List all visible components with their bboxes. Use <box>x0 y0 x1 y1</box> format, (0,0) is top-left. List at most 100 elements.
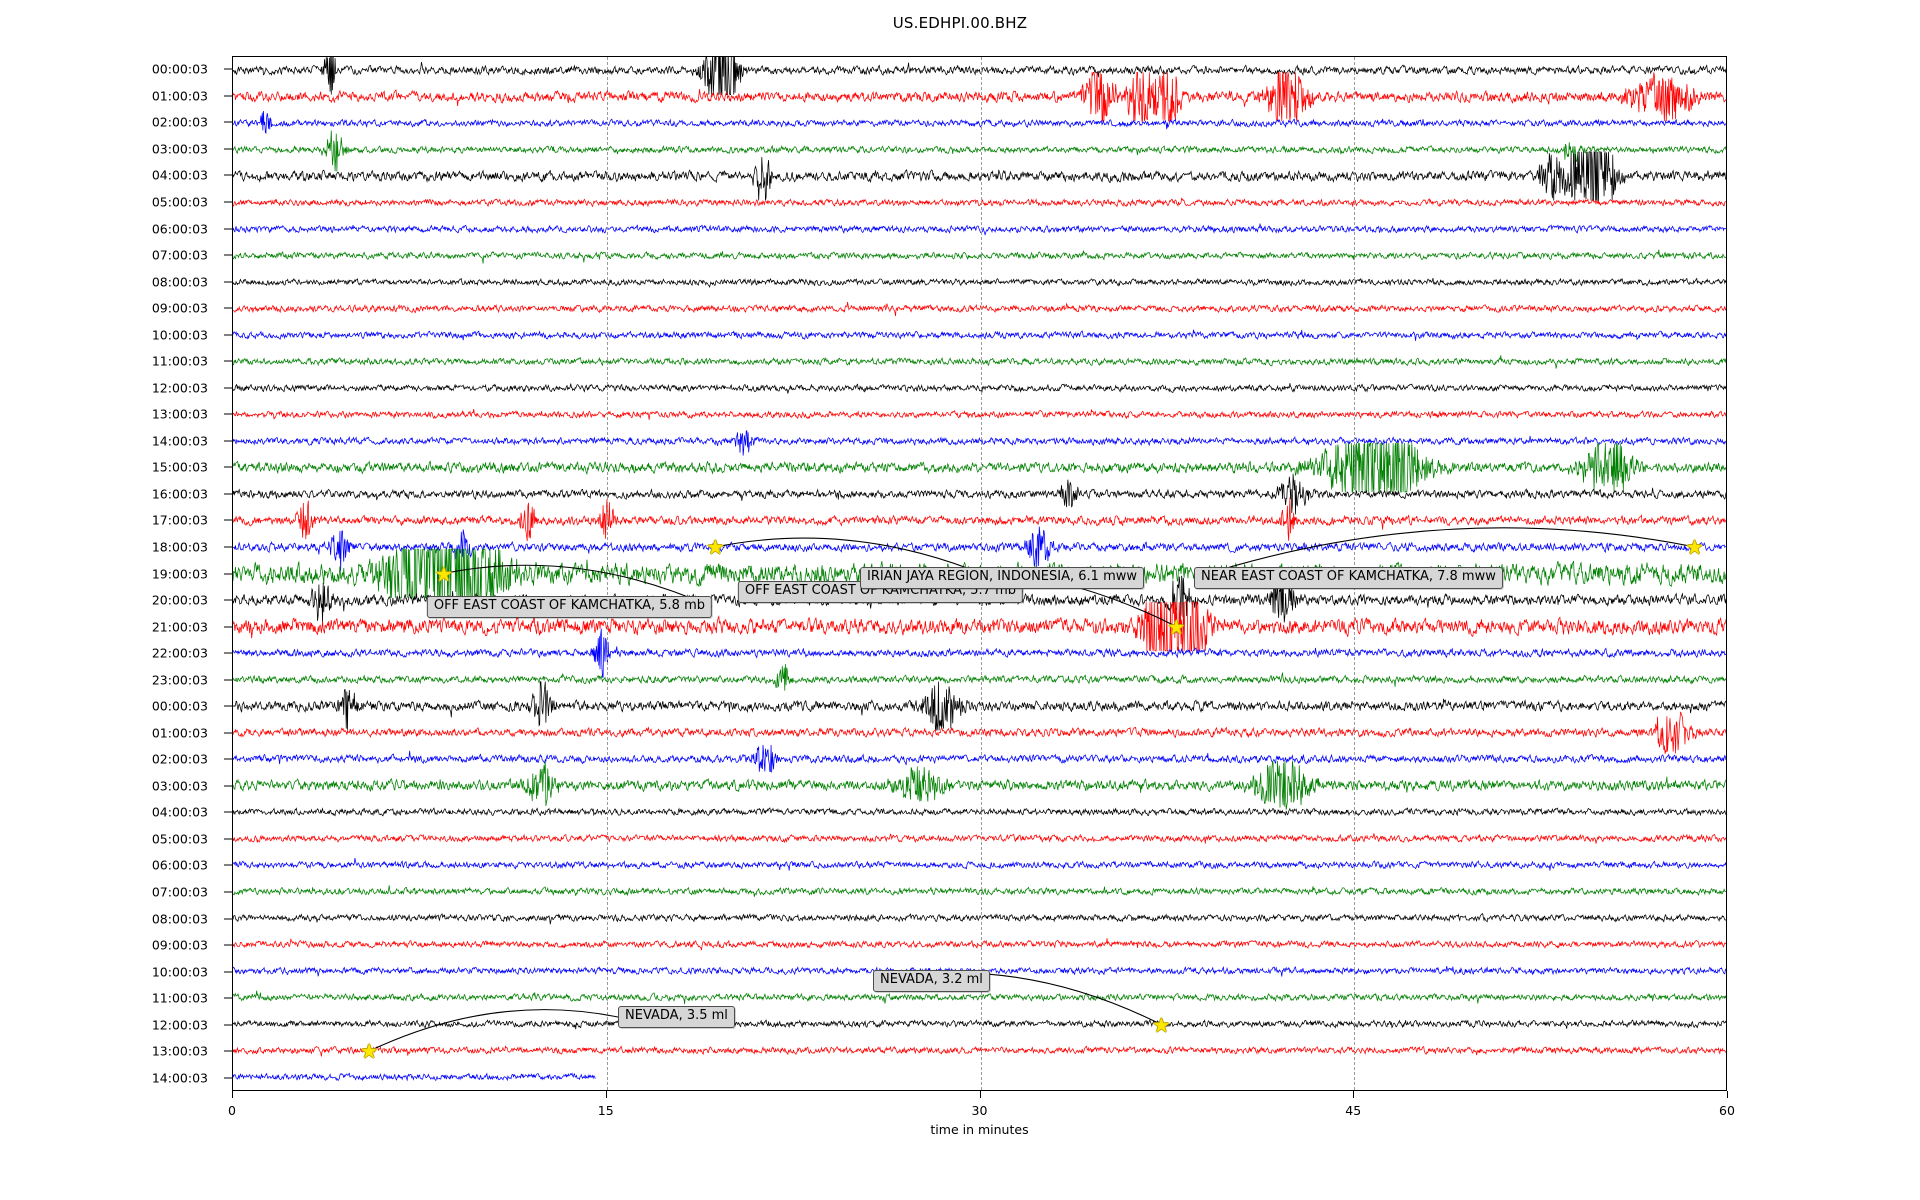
y-axis-tick-label: 08:00:03 <box>151 274 208 290</box>
waveform-trace-row-5 <box>233 197 1726 208</box>
waveform-trace-row-26 <box>233 744 1726 773</box>
y-axis-tick-label: 22:00:03 <box>151 645 208 661</box>
y-axis-tick-label: 17:00:03 <box>151 512 208 528</box>
y-axis-tick-label: 05:00:03 <box>151 831 208 847</box>
y-axis-tick-mark <box>224 387 232 389</box>
y-axis-tick-label: 02:00:03 <box>151 751 208 767</box>
x-axis-tick-label: 60 <box>1719 1103 1735 1118</box>
y-axis-tick-mark <box>224 971 232 973</box>
waveform-trace-row-2 <box>233 110 1726 134</box>
waveform-trace-row-16 <box>233 473 1726 515</box>
y-axis-tick-label: 06:00:03 <box>151 221 208 236</box>
y-axis-tick-label: 09:00:03 <box>151 300 208 316</box>
y-axis-tick-label: 04:00:03 <box>151 804 208 820</box>
y-axis-tick-mark <box>224 652 232 654</box>
y-axis-tick-mark <box>224 228 232 229</box>
waveform-trace-row-11 <box>233 355 1726 369</box>
waveform-trace-row-24 <box>233 680 1726 732</box>
y-axis-tick-mark <box>224 1077 232 1079</box>
y-axis-tick-label: 14:00:03 <box>151 1070 208 1086</box>
y-axis-tick-mark <box>224 732 232 734</box>
y-axis-tick-label: 20:00:03 <box>151 592 208 608</box>
y-axis-tick-mark <box>224 546 232 548</box>
waveform-trace-row-32 <box>233 913 1726 925</box>
waveform-trace-row-12 <box>233 383 1726 394</box>
x-gridline <box>606 57 608 1090</box>
y-axis-tick-mark <box>224 413 232 415</box>
y-axis-tick-mark <box>224 864 232 866</box>
x-axis-tick-mark <box>979 1091 981 1098</box>
y-axis-tick-mark <box>224 466 232 468</box>
y-axis-tick-mark <box>224 918 232 919</box>
y-axis-tick-mark <box>224 997 232 999</box>
waveform-trace-row-0 <box>233 57 1726 96</box>
event-label-event-kamchatka-58mb[interactable]: OFF EAST COAST OF KAMCHATKA, 5.8 mb <box>426 596 712 618</box>
y-axis-tick-label: 05:00:03 <box>151 194 208 210</box>
waveform-trace-row-1 <box>233 71 1726 122</box>
y-axis-tick-label: 01:00:03 <box>151 725 208 741</box>
y-axis-tick-label: 19:00:03 <box>151 566 208 581</box>
x-axis-tick-mark <box>232 1091 233 1098</box>
waveform-trace-row-13 <box>233 408 1726 420</box>
waveform-trace-row-30 <box>233 857 1726 871</box>
y-axis-tick-label: 03:00:03 <box>151 141 208 157</box>
event-label-event-irian-jaya-61mww[interactable]: IRIAN JAYA REGION, INDONESIA, 6.1 mww <box>860 567 1144 589</box>
x-axis-tick-mark <box>1727 1091 1728 1098</box>
waveform-trace-row-37 <box>233 1045 1726 1057</box>
y-axis-tick-label: 12:00:03 <box>151 380 208 396</box>
waveform-trace-row-8 <box>233 277 1726 289</box>
x-axis-tick-label: 0 <box>228 1103 236 1118</box>
y-axis-tick-label: 00:00:03 <box>151 698 208 714</box>
waveform-trace-row-31 <box>233 885 1726 897</box>
waveform-trace-row-3 <box>233 130 1726 172</box>
waveform-trace-row-28 <box>233 807 1726 817</box>
x-axis-tick-label: 45 <box>1345 1103 1362 1118</box>
y-axis-tick-label: 08:00:03 <box>151 911 208 926</box>
y-axis-tick-label: 06:00:03 <box>151 857 208 873</box>
y-axis-tick-mark <box>224 891 232 893</box>
waveform-trace-row-10 <box>233 329 1726 341</box>
y-axis-tick-mark <box>224 254 232 256</box>
waveform-trace-row-29 <box>233 833 1726 844</box>
y-axis-tick-mark <box>224 758 232 760</box>
x-axis-tick-label: 15 <box>597 1103 614 1118</box>
waveform-trace-row-25 <box>233 711 1726 754</box>
waveform-trace-row-36 <box>233 1018 1726 1030</box>
event-label-event-kamchatka-78mww[interactable]: NEAR EAST COAST OF KAMCHATKA, 7.8 mww <box>1194 567 1503 589</box>
event-label-event-nevada-35ml[interactable]: NEVADA, 3.5 ml <box>618 1006 735 1028</box>
y-axis-tick-label: 10:00:03 <box>151 327 208 343</box>
y-axis-tick-label: 01:00:03 <box>151 88 208 104</box>
y-axis-tick-mark <box>224 573 232 574</box>
y-axis-tick-mark <box>224 493 232 495</box>
y-axis-tick-layer: 00:00:03 01:00:03 02:00:03 03:00:03 04:00:03… <box>0 56 232 1091</box>
y-axis-tick-label: 13:00:03 <box>151 406 208 422</box>
y-axis-tick-mark <box>224 440 232 442</box>
y-axis-tick-mark <box>224 1024 232 1026</box>
y-axis-tick-mark <box>224 626 232 628</box>
y-axis-tick-label: 11:00:03 <box>151 990 208 1006</box>
waveform-trace-row-33 <box>233 938 1726 951</box>
waveform-trace-row-35 <box>233 990 1726 1005</box>
event-label-event-nevada-32ml[interactable]: NEVADA, 3.2 ml <box>873 970 990 992</box>
x-axis-title: time in minutes <box>930 1122 1029 1137</box>
x-axis-tick-mark <box>1353 1091 1355 1098</box>
y-axis-tick-mark <box>224 838 232 840</box>
y-axis-tick-mark <box>224 599 232 601</box>
y-axis-tick-mark <box>224 679 232 681</box>
y-axis-tick-label: 23:00:03 <box>151 672 208 688</box>
y-axis-tick-mark <box>224 201 232 203</box>
y-axis-tick-label: 10:00:03 <box>151 964 208 980</box>
y-axis-tick-mark <box>224 519 232 521</box>
y-axis-tick-label: 03:00:03 <box>151 778 208 794</box>
waveform-trace-row-9 <box>233 301 1726 317</box>
y-axis-tick-mark <box>224 944 232 946</box>
y-axis-tick-mark <box>224 174 232 176</box>
y-axis-tick-label: 07:00:03 <box>151 247 208 263</box>
y-axis-tick-mark <box>224 360 232 362</box>
y-axis-tick-label: 02:00:03 <box>151 114 208 130</box>
y-axis-tick-label: 15:00:03 <box>151 459 208 475</box>
y-axis-tick-mark <box>224 281 232 283</box>
y-axis-tick-mark <box>224 121 232 123</box>
y-axis-tick-mark <box>224 785 232 787</box>
